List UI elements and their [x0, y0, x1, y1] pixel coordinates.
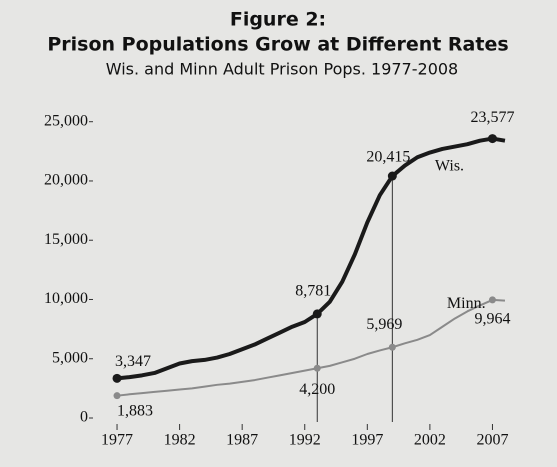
series-line — [116, 298, 506, 397]
x-tick-label: 1977 — [101, 432, 133, 449]
chart-title: Figure 2: — [230, 9, 326, 31]
chart-subtitle: Prison Populations Grow at Different Rat… — [47, 34, 508, 56]
data-label: 1,883 — [117, 402, 153, 419]
x-tick-label: 1992 — [289, 432, 321, 449]
y-tick-label: 20,000 — [44, 172, 88, 189]
y-tick-label: 10,000 — [44, 290, 88, 307]
y-tick-label: 0 — [80, 409, 88, 426]
x-tick-label: 2002 — [414, 432, 446, 449]
y-tick-label: 15,000 — [44, 231, 88, 248]
data-label: 20,415 — [366, 149, 410, 166]
y-tick-label: 25,000 — [44, 112, 88, 129]
y-tick-label: 5,000 — [52, 349, 88, 366]
x-tick-label: 1987 — [226, 432, 258, 449]
x-tick-label: 1982 — [164, 432, 196, 449]
point-marker — [388, 343, 396, 351]
point-marker — [487, 134, 497, 144]
point-marker — [113, 392, 121, 400]
data-label: 8,781 — [295, 283, 331, 300]
chart-caption: Wis. and Minn Adult Prison Pops. 1977-20… — [106, 60, 458, 79]
point-marker — [312, 309, 322, 319]
x-tick-label: 1997 — [351, 432, 383, 449]
series-label: Minn. — [447, 295, 486, 312]
data-label: 9,964 — [474, 311, 510, 328]
series-line — [116, 136, 506, 381]
point-marker — [387, 171, 397, 181]
data-label: 4,200 — [299, 381, 335, 398]
data-label: 3,347 — [115, 353, 151, 370]
point-marker — [488, 296, 496, 304]
point-marker — [112, 373, 122, 383]
data-label: 23,577 — [470, 109, 514, 126]
point-marker — [313, 364, 321, 372]
x-tick-label: 2007 — [476, 432, 508, 449]
data-label: 5,969 — [366, 316, 402, 333]
series-label: Wis. — [435, 157, 464, 174]
